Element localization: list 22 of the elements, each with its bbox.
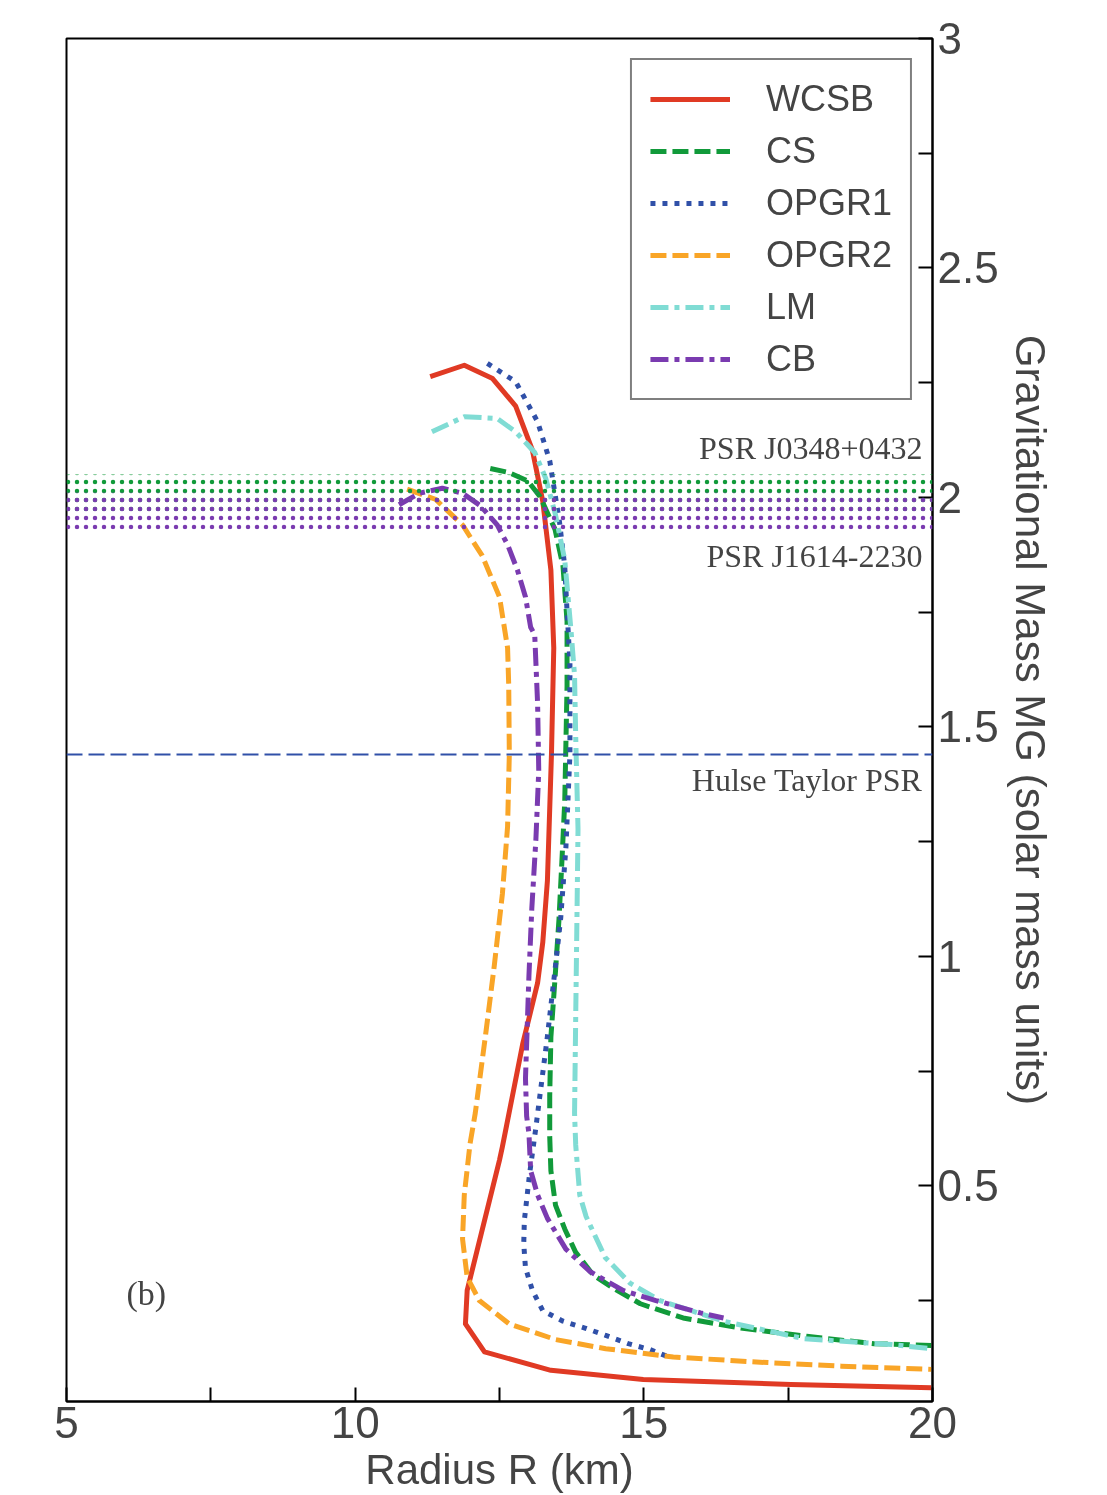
annotation: (b) xyxy=(126,1274,167,1313)
legend-label: CS xyxy=(765,130,816,172)
x-tick-label: 15 xyxy=(619,1397,669,1447)
y-tick-label: 0.5 xyxy=(937,1161,999,1211)
ref-line-label: Hulse Taylor PSR xyxy=(691,762,923,799)
y-tick-label: 2.5 xyxy=(937,243,999,293)
legend-label: OPGR2 xyxy=(765,234,892,276)
y-tick-label: 1 xyxy=(937,931,962,981)
y-tick-label: 1.5 xyxy=(937,702,999,752)
band-label: PSR J1614-2230 xyxy=(706,537,923,574)
x-tick-label: 5 xyxy=(54,1397,79,1447)
legend-label: CB xyxy=(765,338,816,380)
y-tick-label: 3 xyxy=(937,14,962,63)
band-label: PSR J0348+0432 xyxy=(699,430,923,467)
legend-label: LM xyxy=(765,286,816,328)
y-tick-label: 2 xyxy=(937,472,962,522)
y-axis-title: Gravitational Mass MG (solar mass units) xyxy=(1006,334,1054,1106)
legend-label: WCSB xyxy=(765,78,874,120)
legend-label: OPGR1 xyxy=(765,182,892,224)
x-tick-label: 20 xyxy=(908,1397,957,1447)
x-axis-title: Radius R (km) xyxy=(365,1445,634,1493)
x-tick-label: 10 xyxy=(330,1397,380,1447)
